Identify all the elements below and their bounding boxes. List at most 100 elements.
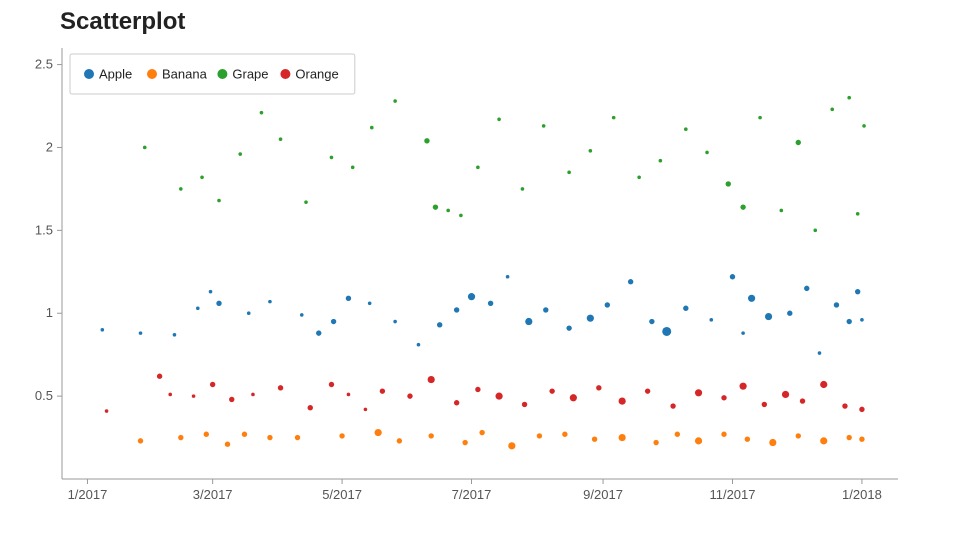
data-point bbox=[487, 300, 494, 306]
y-tick-label: 2.5 bbox=[35, 57, 53, 72]
data-point bbox=[479, 429, 485, 436]
data-point bbox=[705, 150, 709, 155]
data-point bbox=[591, 436, 598, 442]
data-point bbox=[779, 208, 784, 213]
data-point bbox=[813, 228, 818, 233]
data-point bbox=[277, 385, 284, 391]
data-point bbox=[741, 331, 745, 335]
data-point bbox=[200, 175, 204, 180]
data-point bbox=[653, 439, 659, 446]
y-tick-label: 1 bbox=[46, 305, 53, 320]
data-point bbox=[747, 294, 756, 302]
data-point bbox=[833, 302, 840, 308]
x-tick-label: 1/2018 bbox=[842, 487, 882, 502]
x-tick-label: 1/2017 bbox=[68, 487, 108, 502]
data-point bbox=[744, 436, 751, 442]
data-point bbox=[224, 441, 231, 447]
data-point bbox=[820, 437, 828, 445]
data-point bbox=[611, 115, 616, 120]
data-point bbox=[566, 325, 572, 331]
data-point bbox=[854, 288, 861, 295]
chart-legend: Apple Banana Grape Orange bbox=[69, 53, 356, 95]
data-point bbox=[476, 165, 480, 170]
data-point bbox=[859, 436, 865, 442]
legend-item-grape: Grape bbox=[217, 67, 269, 82]
data-point bbox=[842, 403, 848, 409]
data-point bbox=[104, 409, 109, 413]
data-point bbox=[267, 434, 273, 441]
data-point bbox=[847, 95, 851, 100]
data-point bbox=[168, 392, 173, 397]
data-point bbox=[495, 392, 503, 400]
data-point bbox=[627, 279, 634, 285]
data-point bbox=[138, 331, 143, 335]
x-tick-label: 7/2017 bbox=[452, 487, 492, 502]
data-point bbox=[670, 403, 676, 409]
legend-label: Banana bbox=[162, 67, 208, 82]
x-tick-label: 9/2017 bbox=[583, 487, 623, 502]
data-point bbox=[304, 200, 308, 204]
x-tick-label: 3/2017 bbox=[193, 487, 233, 502]
data-point bbox=[795, 139, 801, 146]
data-point bbox=[316, 330, 322, 336]
data-point bbox=[172, 332, 177, 337]
data-point bbox=[195, 306, 200, 311]
data-point bbox=[191, 394, 196, 398]
data-point bbox=[432, 204, 439, 210]
data-point bbox=[846, 318, 852, 325]
data-point bbox=[543, 307, 549, 313]
data-point bbox=[569, 394, 577, 402]
data-point bbox=[846, 434, 852, 441]
data-point bbox=[740, 204, 746, 210]
y-tick-label: 2 bbox=[46, 139, 53, 154]
data-point bbox=[683, 305, 689, 311]
data-point bbox=[179, 187, 183, 191]
legend-label: Orange bbox=[295, 67, 338, 82]
data-point bbox=[521, 401, 528, 408]
data-point bbox=[329, 155, 334, 160]
data-point bbox=[497, 117, 501, 122]
data-point bbox=[721, 395, 727, 401]
series-banana bbox=[137, 428, 865, 450]
data-point bbox=[694, 437, 703, 445]
data-point bbox=[363, 407, 368, 412]
y-tick-label: 0.5 bbox=[35, 388, 53, 403]
data-point bbox=[658, 158, 663, 163]
data-point bbox=[520, 187, 525, 191]
data-point bbox=[739, 382, 747, 390]
data-point bbox=[795, 433, 801, 439]
data-point bbox=[251, 392, 255, 397]
series-grape bbox=[142, 95, 866, 233]
x-tick-label: 5/2017 bbox=[322, 487, 362, 502]
data-point bbox=[100, 328, 105, 332]
data-point bbox=[475, 386, 481, 393]
data-point bbox=[217, 198, 221, 203]
data-point bbox=[769, 438, 777, 447]
data-point bbox=[462, 439, 468, 446]
legend-swatch bbox=[147, 69, 157, 79]
data-point bbox=[721, 431, 727, 437]
data-point bbox=[799, 398, 806, 404]
data-point bbox=[393, 99, 397, 103]
data-point bbox=[459, 213, 463, 218]
points-layer bbox=[100, 95, 866, 450]
legend-label: Grape bbox=[232, 67, 268, 82]
data-point bbox=[662, 326, 672, 336]
data-point bbox=[562, 431, 568, 437]
data-point bbox=[505, 274, 510, 279]
legend-swatch bbox=[217, 69, 228, 79]
data-point bbox=[860, 318, 864, 322]
data-point bbox=[216, 300, 222, 306]
legend-item-apple: Apple bbox=[84, 67, 132, 82]
data-point bbox=[346, 392, 351, 397]
series-apple bbox=[100, 274, 864, 355]
data-point bbox=[549, 388, 555, 394]
data-point bbox=[830, 107, 835, 112]
legend-item-banana: Banana bbox=[147, 67, 208, 82]
data-point bbox=[374, 428, 382, 437]
data-point bbox=[259, 110, 264, 115]
data-point bbox=[407, 393, 413, 399]
legend-swatch bbox=[84, 69, 94, 79]
data-point bbox=[604, 302, 611, 308]
